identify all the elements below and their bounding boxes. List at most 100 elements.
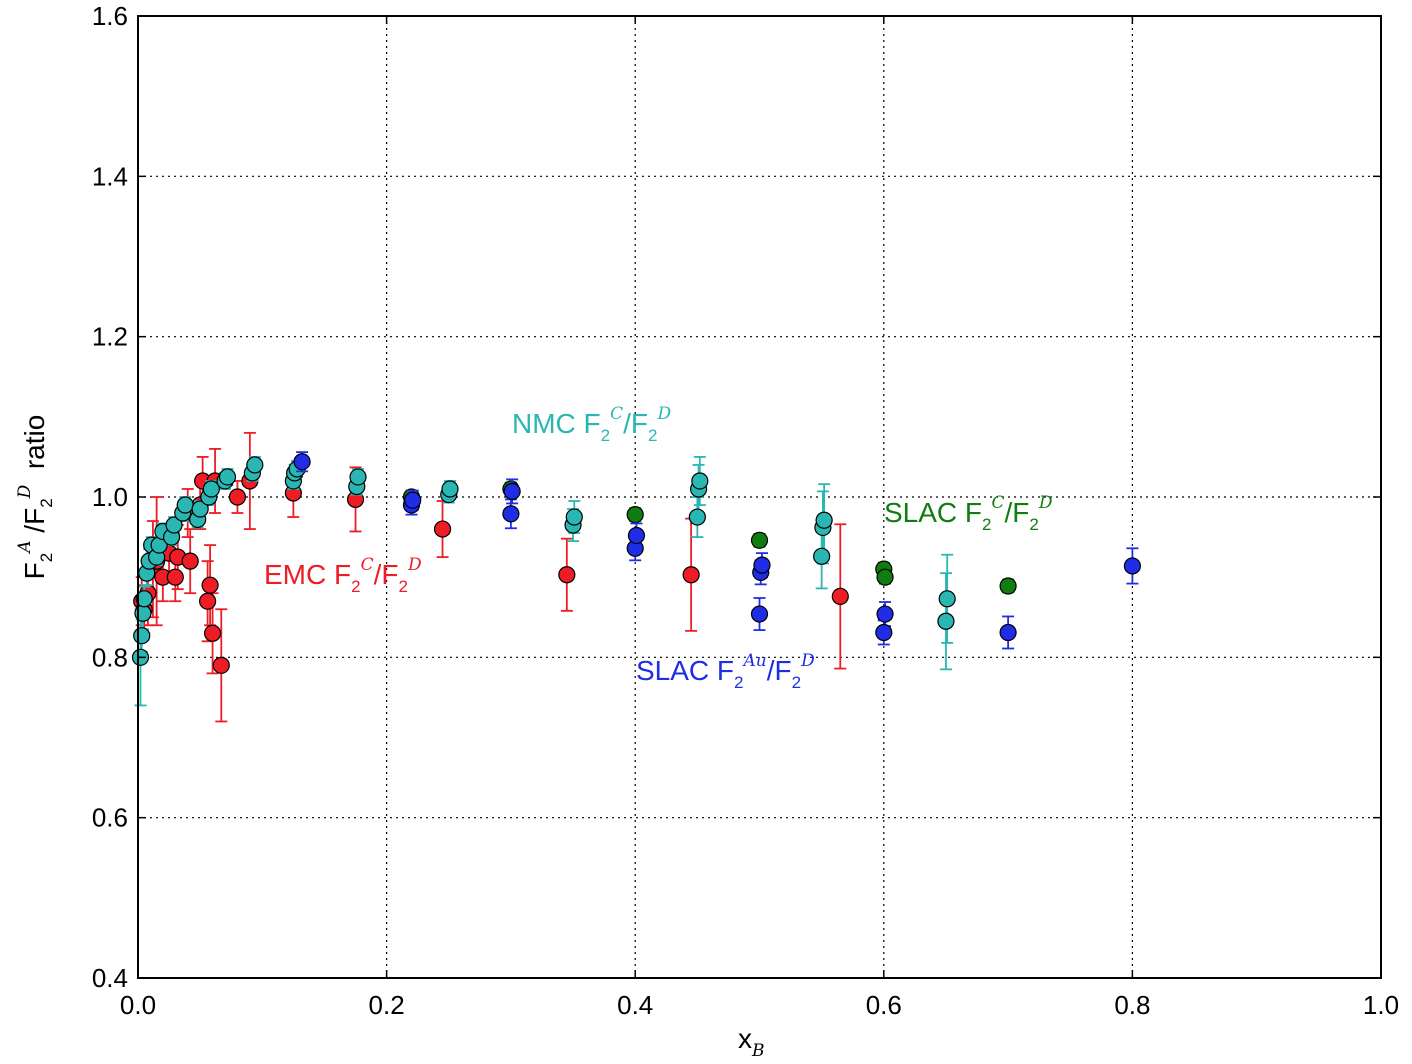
data-point-nmc [938, 590, 956, 608]
tick-layer [137, 15, 1382, 979]
data-point-slac_c [876, 568, 894, 586]
data-point-emc [181, 552, 199, 570]
data-point-emc [558, 566, 576, 584]
annotation-nmc-sup1: C [610, 404, 623, 424]
annotation-emc-sup2: D [407, 555, 422, 575]
data-point-emc [199, 592, 217, 610]
annotation-emc-mid: /F [374, 559, 399, 590]
data-point-nmc [937, 612, 955, 630]
annotation-nmc-sub1: 2 [601, 426, 610, 445]
data-point-slac_c [626, 506, 644, 524]
y-title-post: ratio [19, 415, 50, 485]
x-axis-title: xB [738, 1023, 765, 1061]
annotation-slac-c-pre: SLAC F [884, 497, 982, 528]
data-point-nmc [202, 480, 220, 498]
data-point-slac_au [502, 505, 520, 523]
x-axis-title-sub: B [751, 1041, 765, 1061]
series-slac_au [293, 451, 1142, 650]
y-title-pre: F [19, 562, 50, 579]
data-point-nmc [349, 468, 367, 486]
data-point-slac_au [753, 556, 771, 574]
annotation-slac-au-sup1: Au [742, 651, 767, 671]
series-layer [131, 431, 1142, 723]
data-point-slac_au [1123, 557, 1142, 575]
x-tick-label: 0.6 [866, 990, 902, 1020]
data-point-emc [433, 520, 452, 538]
y-title-mid: /F [19, 508, 50, 541]
data-point-nmc [176, 496, 194, 514]
data-point-nmc [135, 590, 153, 608]
annotation-slac-c-sub2: 2 [1029, 515, 1038, 534]
data-point-nmc [691, 472, 709, 490]
x-tick-label: 0.4 [617, 990, 653, 1020]
data-point-emc [201, 576, 219, 594]
annotation-nmc: NMC F2C/F2D [512, 404, 672, 445]
y-tick-label: 0.6 [92, 803, 128, 833]
data-point-nmc [246, 456, 264, 474]
annotation-slac-au-mid: /F [767, 655, 792, 686]
x-tick-label: 0.2 [369, 990, 405, 1020]
series-nmc [131, 456, 956, 707]
y-title-sub1: 2 [37, 553, 56, 562]
data-point-emc [203, 624, 222, 642]
annotation-slac-c-sup1: C [992, 493, 1005, 513]
annotation-slac-au: SLAC F2Au/F2D [636, 651, 815, 692]
annotation-nmc-mid: /F [623, 408, 648, 439]
x-tick-label: 1.0 [1363, 990, 1399, 1020]
annotation-nmc-sup2: D [657, 404, 672, 424]
data-point-nmc [688, 508, 706, 526]
data-point-emc [212, 656, 230, 674]
x-axis-title-main: x [738, 1023, 752, 1054]
data-point-nmc [813, 547, 831, 565]
data-point-slac_au [293, 453, 311, 471]
label-layer: 0.0 0.2 0.4 0.6 0.8 1.0 0.4 0.6 0.8 1.0 1.2 1.4 1.6 [92, 1, 1399, 1020]
data-point-nmc [815, 511, 833, 529]
annotation-nmc-pre: NMC F [512, 408, 601, 439]
y-title-sup1: A [15, 540, 35, 554]
data-point-nmc [165, 516, 183, 534]
grid-layer [138, 16, 1381, 978]
annotation-slac-c-mid: /F [1005, 497, 1030, 528]
x-tick-label: 0.0 [120, 990, 156, 1020]
annotation-slac-c: SLAC F2C/F2D [884, 493, 1053, 534]
annotation-slac-c-sup2: D [1038, 493, 1053, 513]
data-point-nmc [565, 508, 583, 526]
data-point-slac_c [999, 577, 1017, 595]
data-point-slac_au [750, 605, 769, 623]
data-point-nmc [441, 480, 459, 498]
data-point-emc [831, 587, 849, 606]
annotation-nmc-sub2: 2 [648, 426, 657, 445]
data-point-slac_au [404, 491, 422, 509]
data-point-nmc [191, 500, 209, 518]
data-point-nmc [133, 627, 151, 645]
annotation-slac-au-sup2: D [800, 651, 815, 671]
y-tick-label: 1.0 [92, 482, 128, 512]
data-point-slac_au [627, 526, 646, 545]
y-title-sup2: D [15, 484, 35, 499]
data-point-slac_c [750, 531, 769, 549]
annotation-emc: EMC F2C/F2D [264, 555, 422, 596]
annotation-slac-c-sub1: 2 [982, 515, 991, 534]
annotation-emc-sup1: C [361, 555, 374, 575]
data-point-emc [228, 488, 247, 506]
data-point-emc [166, 568, 184, 586]
data-point-slac_au [503, 482, 521, 500]
y-tick-label: 0.8 [92, 642, 128, 672]
x-tick-label: 0.8 [1114, 990, 1150, 1020]
y-title-sub2: 2 [37, 498, 56, 507]
y-tick-label: 1.6 [92, 1, 128, 31]
data-point-emc [682, 566, 700, 584]
annotation-slac-au-pre: SLAC F [636, 655, 734, 686]
y-axis-title: F2A /F2D ratio [15, 415, 56, 580]
data-point-nmc [218, 468, 237, 486]
data-point-slac_au [999, 623, 1017, 642]
data-point-slac_au [875, 623, 893, 642]
annotation-emc-sub2: 2 [398, 577, 407, 596]
y-tick-label: 1.4 [92, 161, 128, 191]
annotation-slac-au-sub1: 2 [734, 673, 743, 692]
y-tick-label: 0.4 [92, 963, 128, 993]
annotation-emc-sub1: 2 [351, 577, 360, 596]
annotation-emc-pre: EMC F [264, 559, 351, 590]
y-tick-label: 1.2 [92, 322, 128, 352]
